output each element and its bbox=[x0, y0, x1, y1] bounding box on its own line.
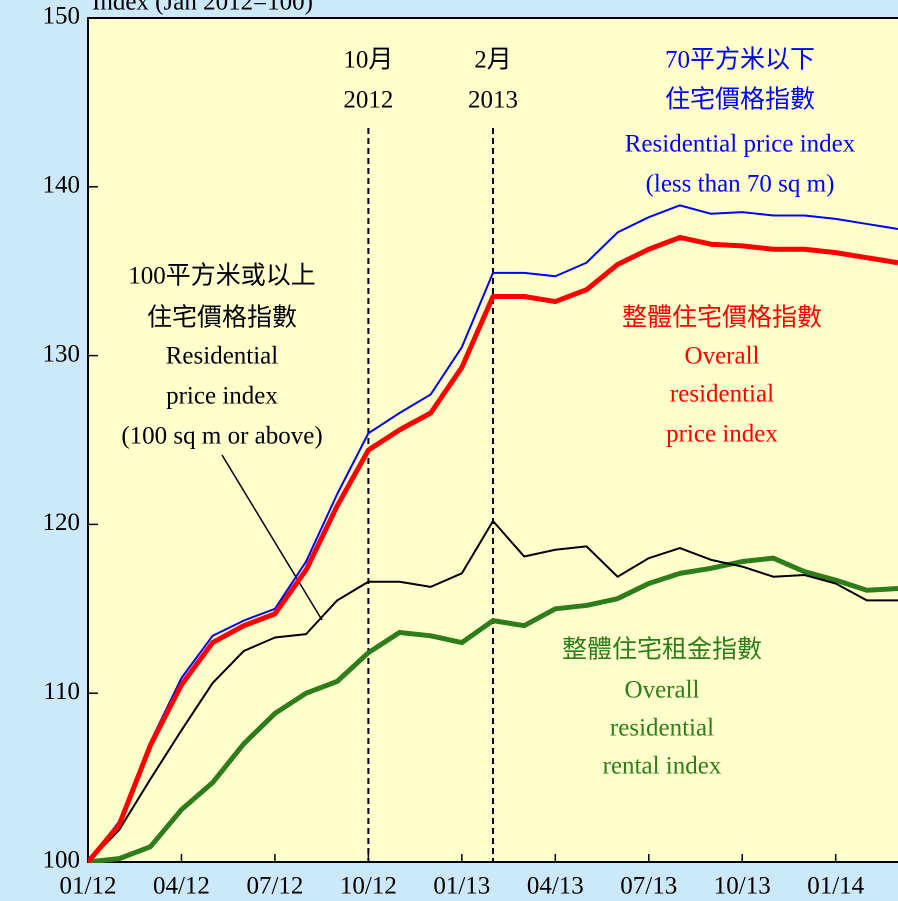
series-label: Residential price index bbox=[625, 131, 856, 158]
series-label: price index bbox=[166, 383, 278, 410]
series-line bbox=[88, 204, 898, 863]
plot-lines bbox=[88, 204, 898, 863]
reference-label: 2月 bbox=[474, 47, 512, 74]
x-tick-label: 10/13 bbox=[714, 873, 771, 900]
pointer-line bbox=[221, 454, 323, 621]
x-tick-label: 01/13 bbox=[433, 873, 490, 900]
series-label: price index bbox=[666, 421, 778, 448]
series-label: rental index bbox=[603, 753, 722, 780]
series-label: Overall bbox=[625, 677, 700, 704]
y-tick-label: 110 bbox=[43, 678, 80, 705]
series-label: residential bbox=[610, 715, 714, 742]
x-tick-label: 07/12 bbox=[246, 873, 303, 900]
x-tick-label: 01/12 bbox=[60, 873, 117, 900]
series-label: 住宅價格指數 bbox=[147, 304, 297, 332]
reference-label: 10月 bbox=[343, 47, 393, 74]
series-label: 70平方米以下 bbox=[665, 46, 815, 74]
series-label: 整體住宅租金指數 bbox=[562, 636, 762, 664]
x-tick-label: 04/12 bbox=[153, 873, 210, 900]
x-tick-label: 10/12 bbox=[340, 873, 397, 900]
series-label: 100平方米或以上 bbox=[128, 262, 316, 290]
series-label: 整體住宅價格指數 bbox=[622, 304, 822, 332]
x-tick-label: 04/13 bbox=[527, 873, 584, 900]
series-label: 住宅價格指數 bbox=[665, 86, 815, 114]
chart-title: Index (Jan 2012=100) bbox=[92, 0, 313, 16]
series-label: residential bbox=[670, 381, 774, 408]
y-tick-label: 100 bbox=[43, 847, 81, 874]
reference-label: 2013 bbox=[468, 87, 518, 114]
x-tick-label: 07/13 bbox=[620, 873, 677, 900]
reference-label: 2012 bbox=[343, 87, 393, 114]
series-line bbox=[88, 234, 898, 863]
series-label: Overall bbox=[685, 343, 760, 370]
y-tick-label: 120 bbox=[43, 509, 81, 536]
y-tick-label: 140 bbox=[43, 172, 81, 199]
y-tick-label: 130 bbox=[43, 340, 81, 367]
series-label: (100 sq m or above) bbox=[121, 423, 322, 450]
x-tick-label: 01/14 bbox=[807, 873, 864, 900]
series-label: (less than 70 sq m) bbox=[646, 171, 835, 198]
y-tick-label: 150 bbox=[43, 3, 81, 30]
series-label: Residential bbox=[166, 343, 279, 370]
series-line bbox=[88, 520, 898, 863]
series-line bbox=[88, 555, 898, 863]
